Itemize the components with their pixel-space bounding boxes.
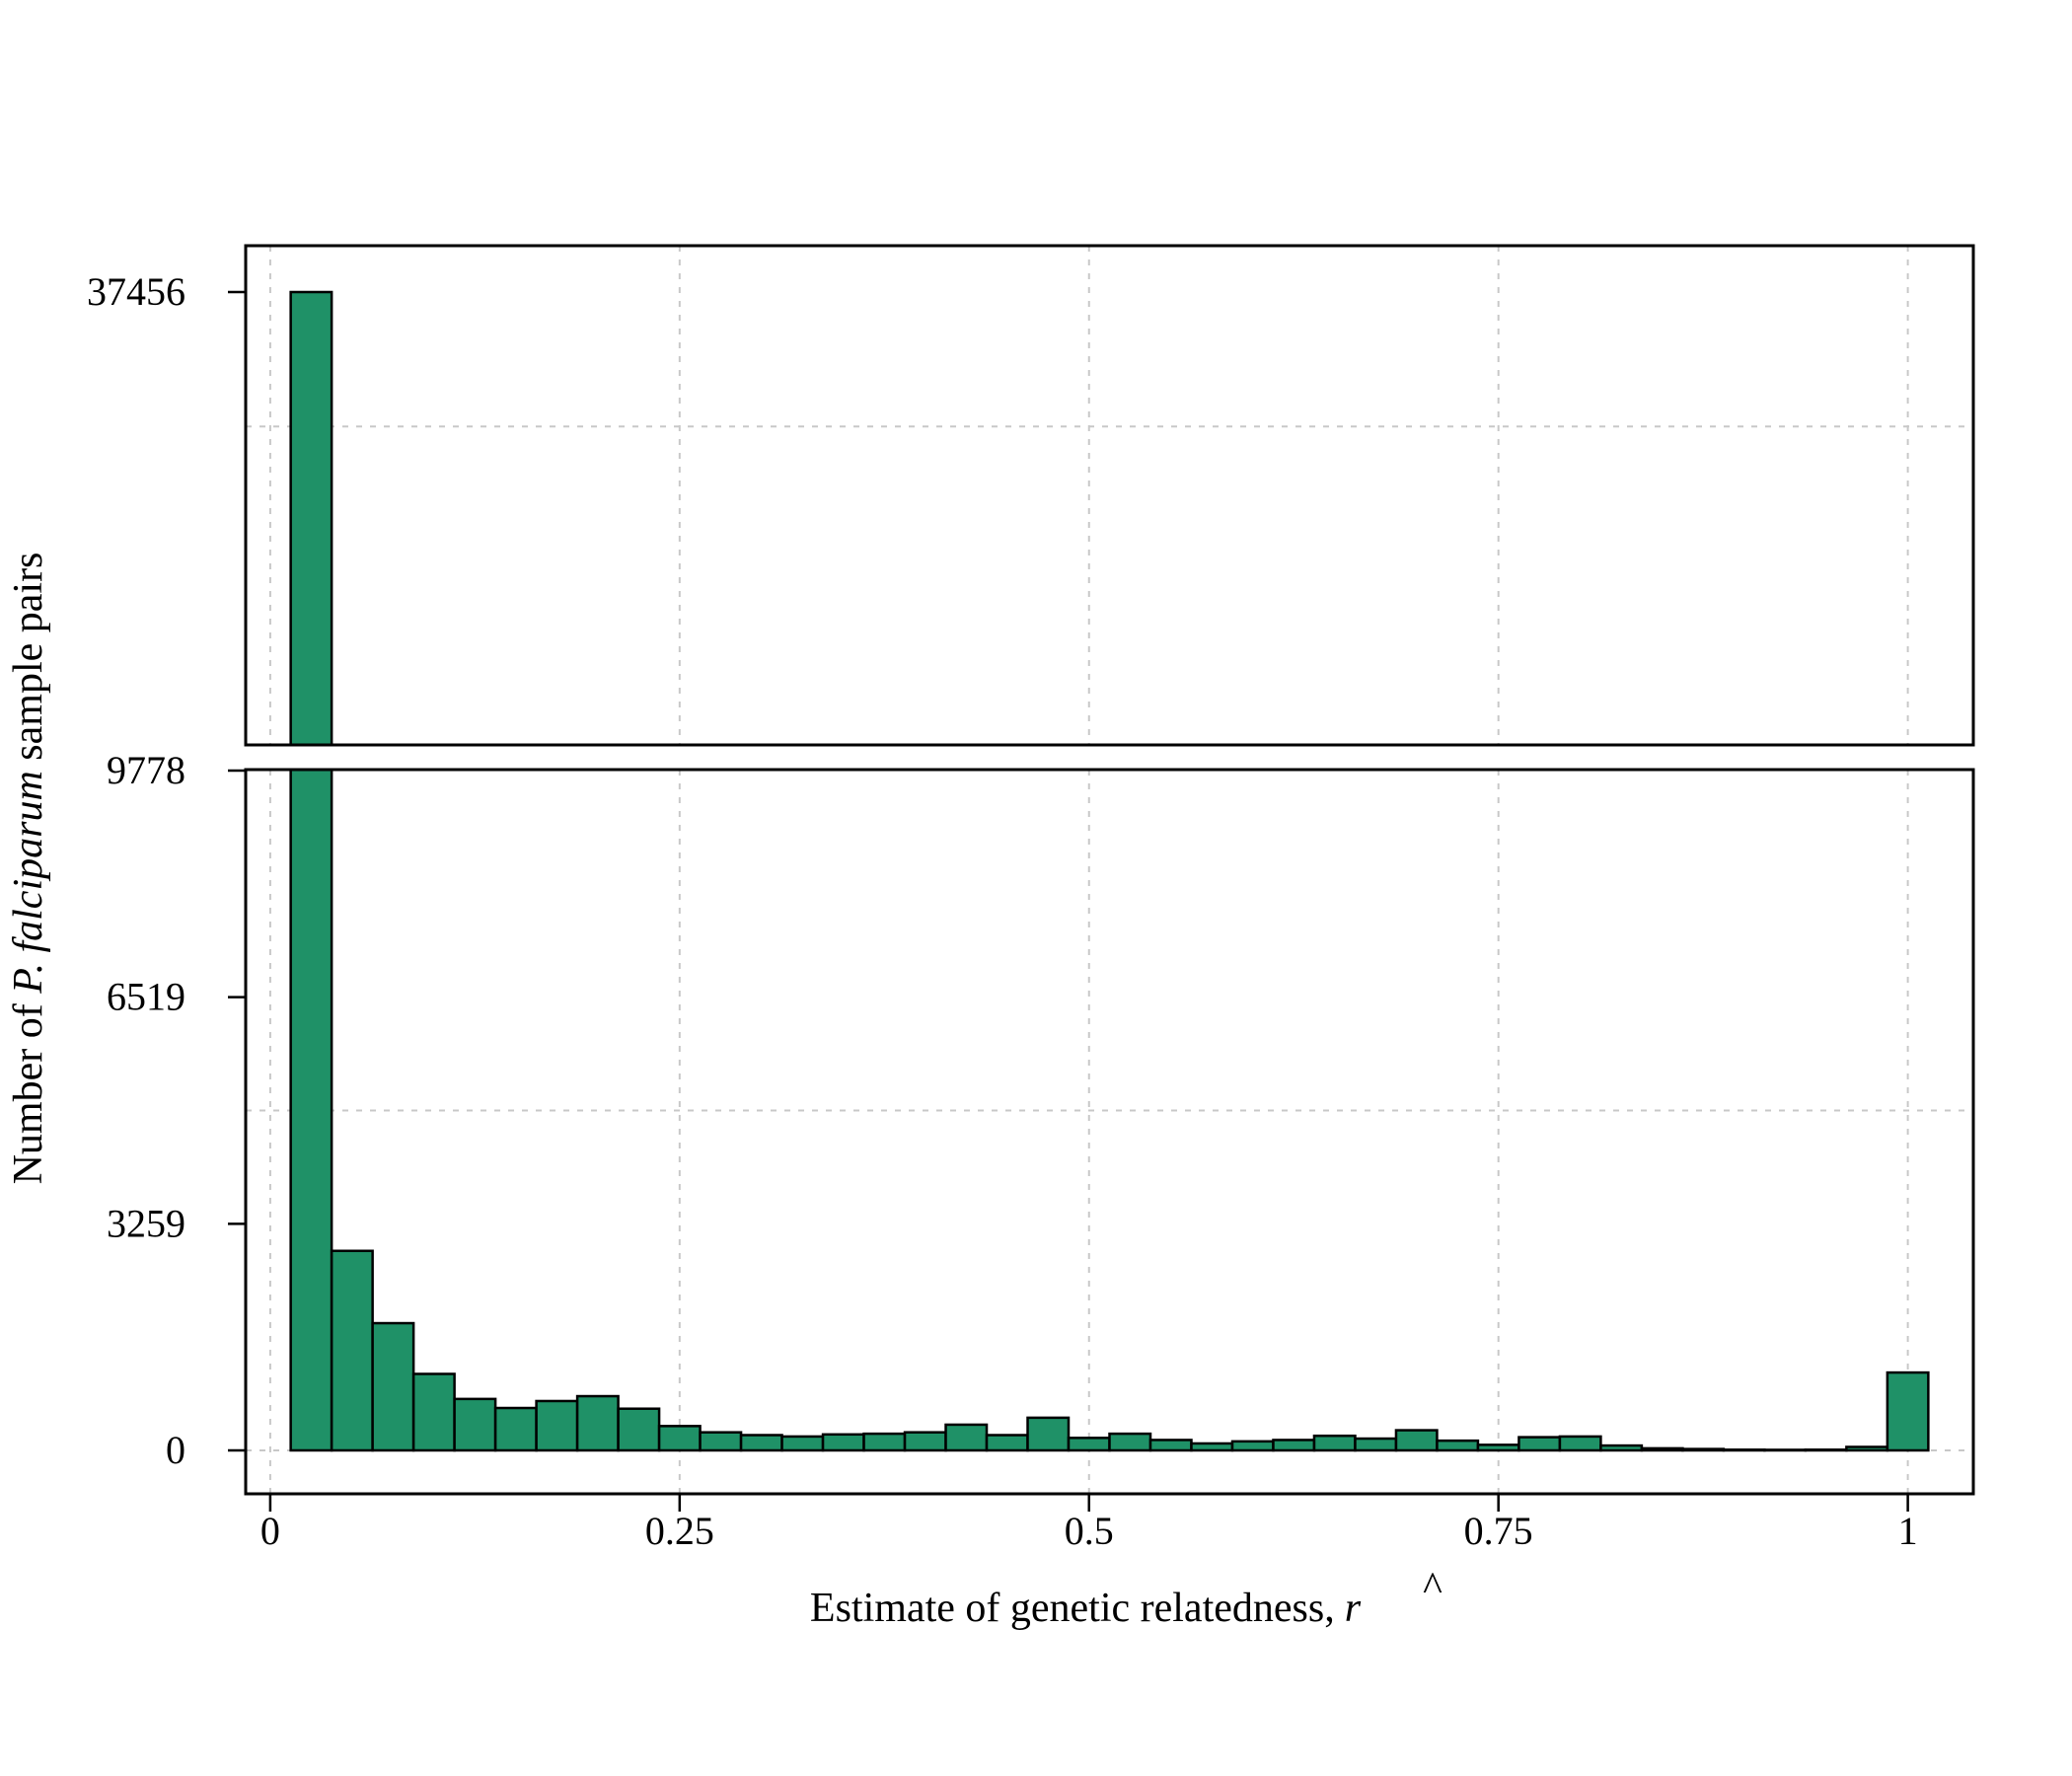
bar-34 bbox=[1681, 1447, 1726, 1452]
panel-frames bbox=[244, 244, 1975, 1496]
bar-26 bbox=[1354, 1437, 1398, 1452]
bar-30 bbox=[1517, 1436, 1562, 1452]
bar-12 bbox=[780, 1435, 825, 1452]
bar-16 bbox=[944, 1423, 989, 1452]
y-lower-tick-label-3: 9778 bbox=[107, 748, 185, 792]
bar-5 bbox=[493, 1406, 538, 1452]
bar-27 bbox=[1394, 1429, 1439, 1452]
axis-ticks: 0 0.25 0.5 0.75 1 0 3259 6519 9778 37456 bbox=[87, 269, 1918, 1553]
x-tick-label-0: 0 bbox=[260, 1509, 280, 1553]
bar-21 bbox=[1148, 1439, 1193, 1452]
bar-15 bbox=[903, 1431, 947, 1452]
bar-39 bbox=[1886, 1370, 1930, 1452]
bar-14 bbox=[862, 1432, 907, 1452]
bar-23 bbox=[1230, 1440, 1275, 1452]
bar-11 bbox=[739, 1434, 783, 1452]
bar-22 bbox=[1190, 1442, 1234, 1452]
bar-18 bbox=[1026, 1416, 1071, 1452]
bar-35 bbox=[1722, 1448, 1766, 1452]
bar-8 bbox=[617, 1407, 661, 1452]
bar-10 bbox=[699, 1431, 743, 1452]
bar-31 bbox=[1558, 1435, 1602, 1452]
x-axis-symbol: r bbox=[1345, 1586, 1362, 1631]
bar-20 bbox=[1108, 1432, 1152, 1452]
bar-7 bbox=[575, 1394, 620, 1452]
y-lower-tick-label-1: 3259 bbox=[107, 1201, 185, 1245]
y-lower-tick-label-0: 0 bbox=[166, 1428, 185, 1472]
histogram-bars bbox=[289, 290, 1930, 1452]
bar-32 bbox=[1599, 1443, 1644, 1452]
bar-28 bbox=[1436, 1439, 1480, 1452]
y-axis-title: Number of P. falciparum sample pairs bbox=[6, 553, 51, 1185]
x-axis-title: Estimate of genetic relatedness, r bbox=[810, 1586, 1362, 1631]
bar-1 bbox=[330, 1249, 374, 1452]
bar-6 bbox=[535, 1399, 579, 1452]
lower-panel-frame bbox=[244, 768, 1975, 1496]
bar-4 bbox=[453, 1397, 497, 1452]
bar-38 bbox=[1845, 1445, 1889, 1452]
bar-36 bbox=[1763, 1448, 1808, 1452]
bar-25 bbox=[1312, 1434, 1357, 1452]
x-tick-label-2: 0.5 bbox=[1065, 1509, 1114, 1553]
bar-37 bbox=[1804, 1448, 1848, 1452]
bar-9 bbox=[657, 1425, 702, 1452]
bar-19 bbox=[1067, 1437, 1111, 1452]
x-tick-label-3: 0.75 bbox=[1464, 1509, 1533, 1553]
bar-0-lower bbox=[289, 768, 333, 1452]
bar-2 bbox=[371, 1321, 415, 1452]
x-tick-label-1: 0.25 bbox=[645, 1509, 714, 1553]
bar-17 bbox=[985, 1434, 1029, 1452]
y-axis-species: P. falciparum bbox=[6, 771, 51, 995]
x-axis-symbol-hat: ^ bbox=[1423, 1565, 1443, 1610]
y-upper-tick-label-0: 37456 bbox=[87, 269, 185, 314]
grid-lines bbox=[246, 246, 1973, 1494]
y-lower-tick-label-2: 6519 bbox=[107, 975, 185, 1019]
bar-33 bbox=[1640, 1446, 1684, 1452]
bar-3 bbox=[411, 1372, 456, 1452]
bar-0-upper bbox=[289, 290, 333, 747]
bar-29 bbox=[1476, 1443, 1520, 1452]
bar-24 bbox=[1272, 1439, 1316, 1452]
x-tick-label-4: 1 bbox=[1898, 1509, 1918, 1553]
upper-panel-frame bbox=[244, 244, 1975, 747]
bar-13 bbox=[821, 1433, 865, 1452]
